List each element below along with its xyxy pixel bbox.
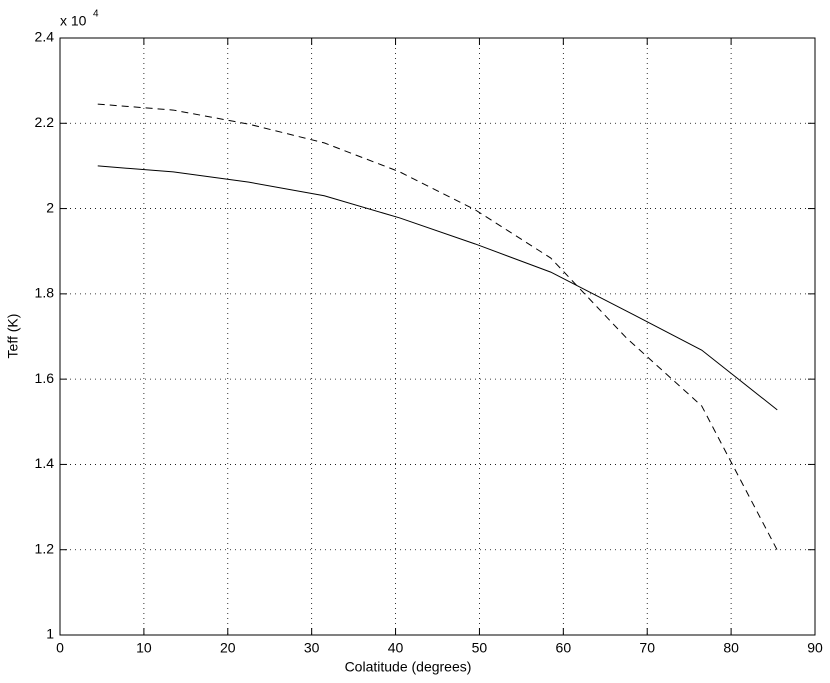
y-axis-label: Teff (K): [5, 314, 21, 359]
y-tick-label: 1.2: [35, 540, 55, 556]
line-series: [97, 165, 778, 411]
y-multiplier: x 10: [60, 13, 87, 29]
plot-area: [59, 37, 816, 636]
y-multiplier-exponent: 4: [93, 9, 99, 20]
x-tick-label: 60: [556, 640, 572, 656]
y-tick-label: 1.4: [35, 455, 55, 471]
x-tick-label: 20: [220, 640, 236, 656]
y-tick-label: 1.8: [35, 285, 55, 301]
x-tick-label: 90: [807, 640, 823, 656]
x-tick-label: 40: [388, 640, 404, 656]
y-tick-label: 2.2: [35, 114, 55, 130]
line-series: [97, 103, 778, 551]
y-tick-label: 1.6: [35, 370, 55, 386]
y-tick-label: 2.4: [35, 29, 55, 45]
x-axis-label: Colatitude (degrees): [345, 659, 472, 675]
x-tick-label: 70: [639, 640, 655, 656]
y-tick-label: 1: [46, 626, 54, 642]
x-tick-label: 0: [56, 640, 64, 656]
y-tick-label: 2: [46, 199, 54, 215]
x-tick-label: 80: [723, 640, 739, 656]
x-tick-label: 10: [136, 640, 152, 656]
x-tick-label: 30: [304, 640, 320, 656]
x-tick-label: 50: [472, 640, 488, 656]
